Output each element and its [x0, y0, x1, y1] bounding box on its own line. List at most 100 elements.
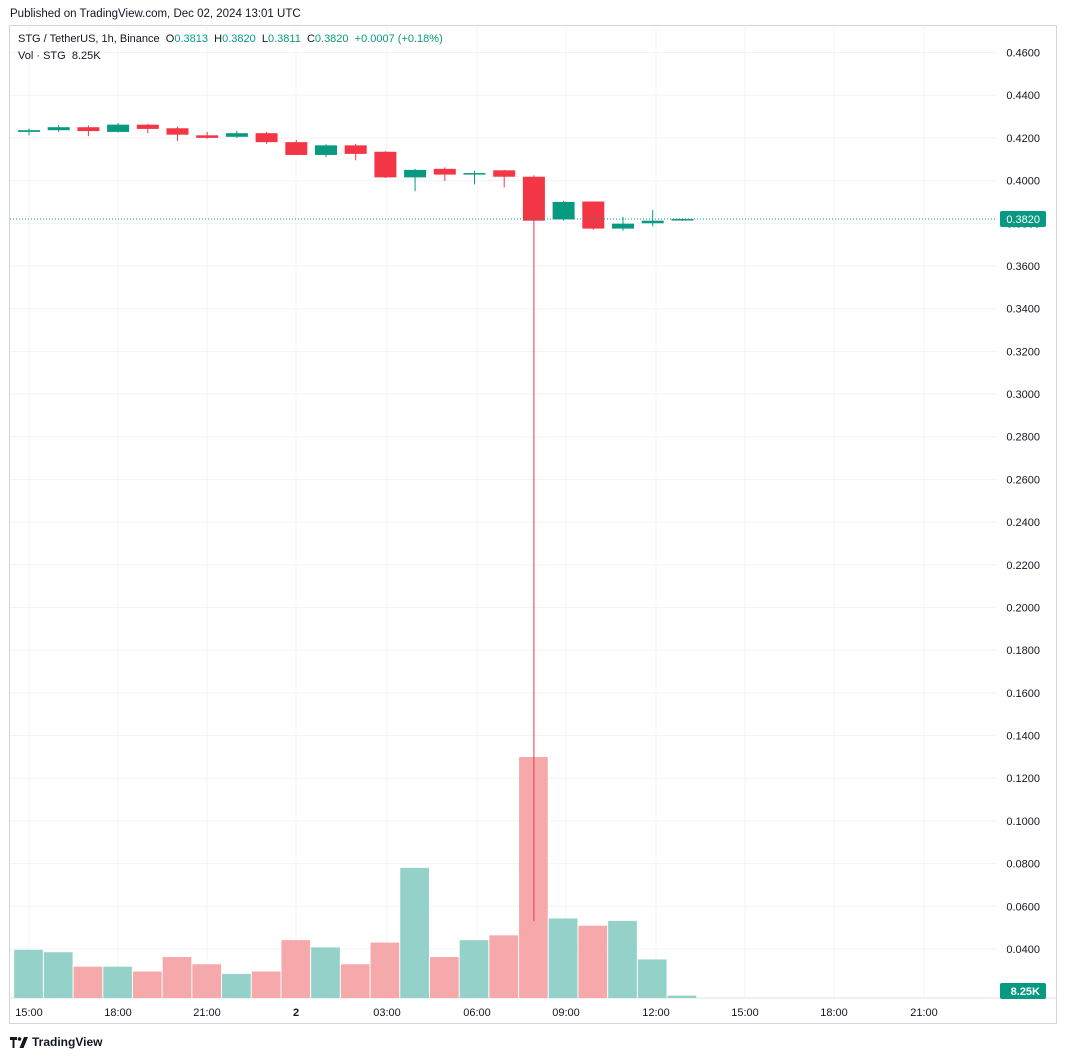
candle-body[interactable]	[285, 142, 308, 155]
candle-body[interactable]	[641, 220, 664, 224]
price-tick-label: 0.2000	[1006, 602, 1040, 614]
time-tick-label: 12:00	[642, 1007, 670, 1019]
time-tick-label: 15:00	[731, 1007, 759, 1019]
candle-body[interactable]	[404, 169, 427, 178]
open-value: 0.3813	[174, 33, 208, 45]
tradingview-logo-icon	[10, 1036, 28, 1048]
volume-bar	[459, 940, 489, 998]
high-value: 0.3820	[222, 33, 256, 45]
volume-bar	[608, 920, 637, 998]
candle-body[interactable]	[612, 223, 634, 229]
price-tick-label: 0.2600	[1006, 474, 1040, 486]
volume-bar	[222, 973, 251, 998]
symbol-legend: STG / TetherUS, 1h, Binance O0.3813 H0.3…	[18, 33, 443, 45]
last-volume-badge	[1000, 983, 1046, 999]
time-tick-label: 18:00	[104, 1007, 132, 1019]
close-value: 0.3820	[314, 33, 349, 45]
volume-bar	[667, 995, 697, 998]
volume-bar	[340, 964, 370, 998]
volume-bar	[311, 947, 340, 998]
time-axis: 15:00 18:00 21:00 2 03:00 06:00 09:00 12:00 15:0…	[15, 1007, 938, 1019]
volume-bar	[251, 971, 281, 998]
price-tick-label: 0.4000	[1006, 176, 1040, 188]
candle-body[interactable]	[136, 124, 159, 129]
last-volume-badge-text: 8.25K	[1011, 986, 1040, 998]
price-tick-label: 0.0400	[1006, 944, 1040, 956]
volume-legend: Vol · STG 8.25K	[18, 50, 101, 62]
volume-bar	[370, 942, 400, 998]
price-tick-label: 0.4600	[1006, 48, 1040, 60]
volume-bar	[489, 935, 519, 998]
tradingview-logo[interactable]: TradingView	[10, 1035, 102, 1049]
volume-bar	[578, 925, 608, 998]
candle-body[interactable]	[166, 128, 189, 135]
price-tick-label: 0.1600	[1006, 688, 1040, 700]
candle-body[interactable]	[671, 218, 694, 221]
price-axis: 0.46000.44000.42000.40000.38000.36000.34…	[1000, 48, 1046, 999]
published-note: Published on TradingView.com, Dec 02, 20…	[10, 8, 301, 20]
time-tick-label: 21:00	[193, 1007, 221, 1019]
low-value: 0.3811	[267, 33, 301, 45]
chart-frame	[9, 25, 1057, 1024]
volume-label: Vol · STG	[18, 50, 66, 62]
candle-body[interactable]	[315, 145, 337, 155]
price-tick-label: 0.1000	[1006, 816, 1040, 828]
candle-body[interactable]	[47, 127, 70, 131]
volume-bar	[429, 957, 459, 998]
change-value: +0.0007 (+0.18%)	[354, 33, 443, 45]
candle-body[interactable]	[463, 173, 486, 175]
candle-body[interactable]	[196, 135, 219, 138]
volume-bar	[73, 966, 103, 998]
price-tick-label: 0.2400	[1006, 517, 1040, 529]
volume-bar	[548, 918, 578, 998]
volume-bar	[103, 966, 132, 998]
price-candles	[18, 122, 694, 922]
open-label: O	[165, 33, 175, 45]
price-tick-label: 0.3400	[1006, 304, 1040, 316]
close-label: C	[306, 33, 315, 45]
price-tick-label: 0.3600	[1006, 261, 1040, 273]
price-tick-label: 0.0600	[1006, 901, 1040, 913]
logo-text: TradingView	[32, 1035, 103, 1049]
price-tick-label: 0.2200	[1006, 560, 1040, 572]
candle-body[interactable]	[433, 168, 456, 175]
candle-body[interactable]	[374, 151, 397, 178]
volume-bar	[132, 971, 162, 998]
price-tick-label: 0.3200	[1006, 346, 1040, 358]
candle-body[interactable]	[18, 130, 40, 132]
volume-bar	[192, 964, 222, 998]
price-tick-label: 0.3000	[1006, 389, 1040, 401]
volume-bar	[14, 949, 43, 998]
time-tick-label: 15:00	[15, 1007, 43, 1019]
candle-body[interactable]	[225, 133, 248, 137]
candle-body[interactable]	[77, 127, 100, 132]
volume-bar	[637, 959, 667, 998]
volume-bars	[14, 757, 697, 998]
volume-bar	[281, 940, 311, 998]
candle-body[interactable]	[493, 170, 516, 177]
last-price-badge-text: 0.3820	[1006, 214, 1040, 226]
price-tick-label: 0.4400	[1006, 90, 1040, 102]
time-tick-label: 18:00	[820, 1007, 848, 1019]
candle-body[interactable]	[255, 133, 278, 143]
volume-bar	[400, 867, 429, 998]
candle-body[interactable]	[344, 145, 367, 154]
time-tick-label: 21:00	[910, 1007, 938, 1019]
price-tick-label: 0.1200	[1006, 773, 1040, 785]
volume-bar	[162, 957, 192, 998]
time-tick-label: 06:00	[463, 1007, 491, 1019]
candle-body[interactable]	[107, 124, 130, 132]
price-tick-label: 0.4200	[1006, 133, 1040, 145]
volume-bar	[43, 952, 73, 998]
price-tick-label: 0.1800	[1006, 645, 1040, 657]
time-tick-label: 2	[293, 1007, 299, 1019]
volume-value: 8.25K	[71, 50, 101, 62]
candle-body[interactable]	[582, 201, 605, 229]
price-tick-label: 0.2800	[1006, 432, 1040, 444]
symbol-name: STG / TetherUS, 1h, Binance	[18, 33, 160, 45]
price-tick-label: 0.0800	[1006, 859, 1040, 871]
candle-body[interactable]	[522, 176, 545, 221]
candle-body[interactable]	[552, 201, 575, 220]
time-tick-label: 09:00	[552, 1007, 580, 1019]
